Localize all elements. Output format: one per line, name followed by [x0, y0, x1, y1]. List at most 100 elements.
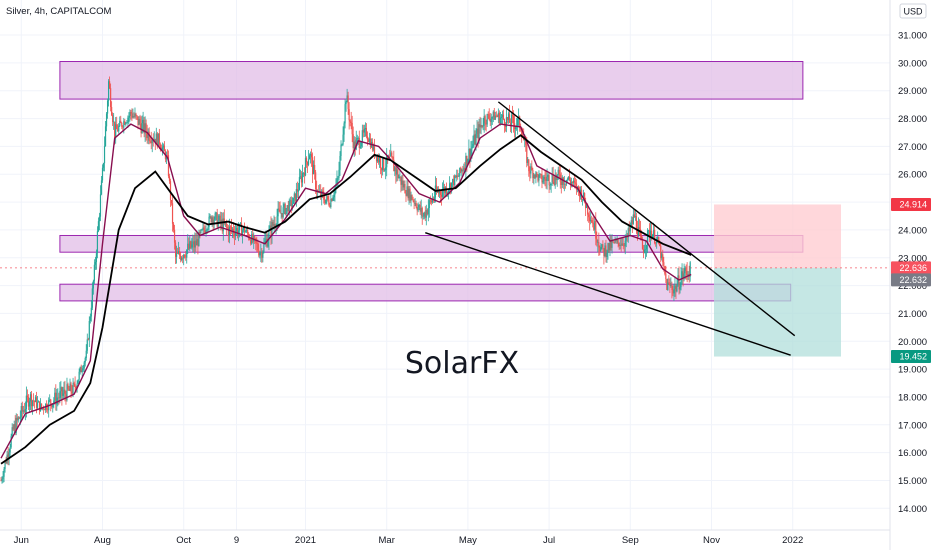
candle-body [563, 183, 565, 185]
candle-body [597, 242, 599, 243]
candle-body [593, 222, 595, 230]
candle-body [330, 199, 332, 207]
candle-body [506, 117, 509, 120]
support-resistance-zone [59, 234, 804, 253]
candle-body [529, 171, 531, 174]
candle-body [586, 204, 588, 209]
candle-body [170, 199, 173, 204]
candle-body [254, 236, 256, 239]
candle-body [383, 158, 385, 171]
candle-body [5, 461, 7, 463]
candle-body [289, 200, 291, 201]
candle-body [262, 251, 264, 258]
candle-body [63, 389, 65, 394]
candle-body [234, 231, 237, 237]
candle-body [652, 234, 654, 238]
candle-body [414, 203, 416, 204]
candle-body [541, 174, 543, 183]
candle-body [572, 180, 575, 183]
candle-body [675, 285, 677, 292]
candle-body [321, 190, 323, 198]
candle-body [149, 140, 151, 142]
candle-body [389, 156, 391, 158]
candle-body [465, 155, 467, 171]
candle-body [30, 394, 33, 407]
candle-body [509, 122, 512, 126]
candle-body [373, 144, 376, 157]
candle-body [272, 221, 274, 226]
candle-body [469, 148, 471, 159]
candle-body [212, 217, 214, 224]
candle-body [577, 186, 580, 190]
candle-body [228, 226, 230, 236]
candle-body [54, 392, 56, 401]
candle-body [486, 114, 488, 125]
candle-body [445, 187, 448, 195]
candle-body [39, 403, 42, 411]
candle-body [535, 172, 537, 178]
candle-body [560, 181, 562, 185]
candle-body [581, 199, 584, 200]
candle-body [206, 229, 208, 231]
candle-body [364, 128, 366, 130]
watermark-text: SolarFX [405, 346, 519, 381]
candle-body [394, 167, 396, 172]
candle-body [531, 166, 533, 170]
candle-body [439, 191, 442, 195]
candle-body [320, 191, 322, 198]
candle-body [397, 169, 399, 179]
candle-body [463, 167, 465, 171]
candle-body [122, 126, 124, 128]
candle-body [489, 118, 491, 122]
candle-body [367, 139, 370, 142]
candle-body [473, 134, 475, 144]
candle-body [85, 350, 87, 359]
candle-body [90, 307, 92, 317]
candle-body [478, 124, 480, 139]
candle-body [223, 218, 225, 224]
candle-body [117, 129, 119, 132]
candle-body [208, 216, 210, 228]
candle-body [371, 141, 374, 150]
candle-body [292, 197, 294, 204]
candle-body [72, 383, 74, 394]
candle-body [100, 180, 103, 195]
candle-body [314, 164, 316, 173]
candle-body [135, 113, 137, 116]
candle-body [288, 200, 290, 212]
candle-body [239, 223, 242, 225]
candle-body [57, 397, 59, 399]
candle-body [498, 112, 500, 123]
position-tool[interactable] [0, 204, 890, 357]
candle-body [515, 126, 517, 130]
candle-body [528, 159, 530, 172]
candle-body [177, 253, 179, 254]
candle-body [328, 199, 330, 205]
candle-body [79, 367, 81, 372]
candle-body [428, 200, 430, 209]
candle-body [406, 186, 408, 196]
candle-body [23, 410, 25, 412]
candle-body [58, 397, 60, 399]
candle-body [485, 123, 487, 125]
candle-body [429, 200, 431, 201]
candle-body [360, 142, 362, 147]
candle-body [628, 228, 630, 232]
candle-body [211, 217, 213, 223]
candle-body [620, 244, 622, 246]
candle-body [299, 176, 302, 178]
candle-body [496, 115, 498, 117]
candle-body [300, 176, 303, 183]
candle-body [189, 241, 191, 249]
candle-body [363, 129, 365, 133]
candle-body [342, 134, 344, 145]
currency-badge[interactable]: USD [899, 3, 927, 19]
candle-body [657, 237, 659, 240]
candle-body [216, 212, 218, 227]
candle-body [540, 174, 542, 175]
candle-body [21, 406, 23, 412]
candle-body [462, 169, 464, 171]
x-tick-label: Jun [14, 535, 29, 546]
candle-body [377, 156, 380, 163]
